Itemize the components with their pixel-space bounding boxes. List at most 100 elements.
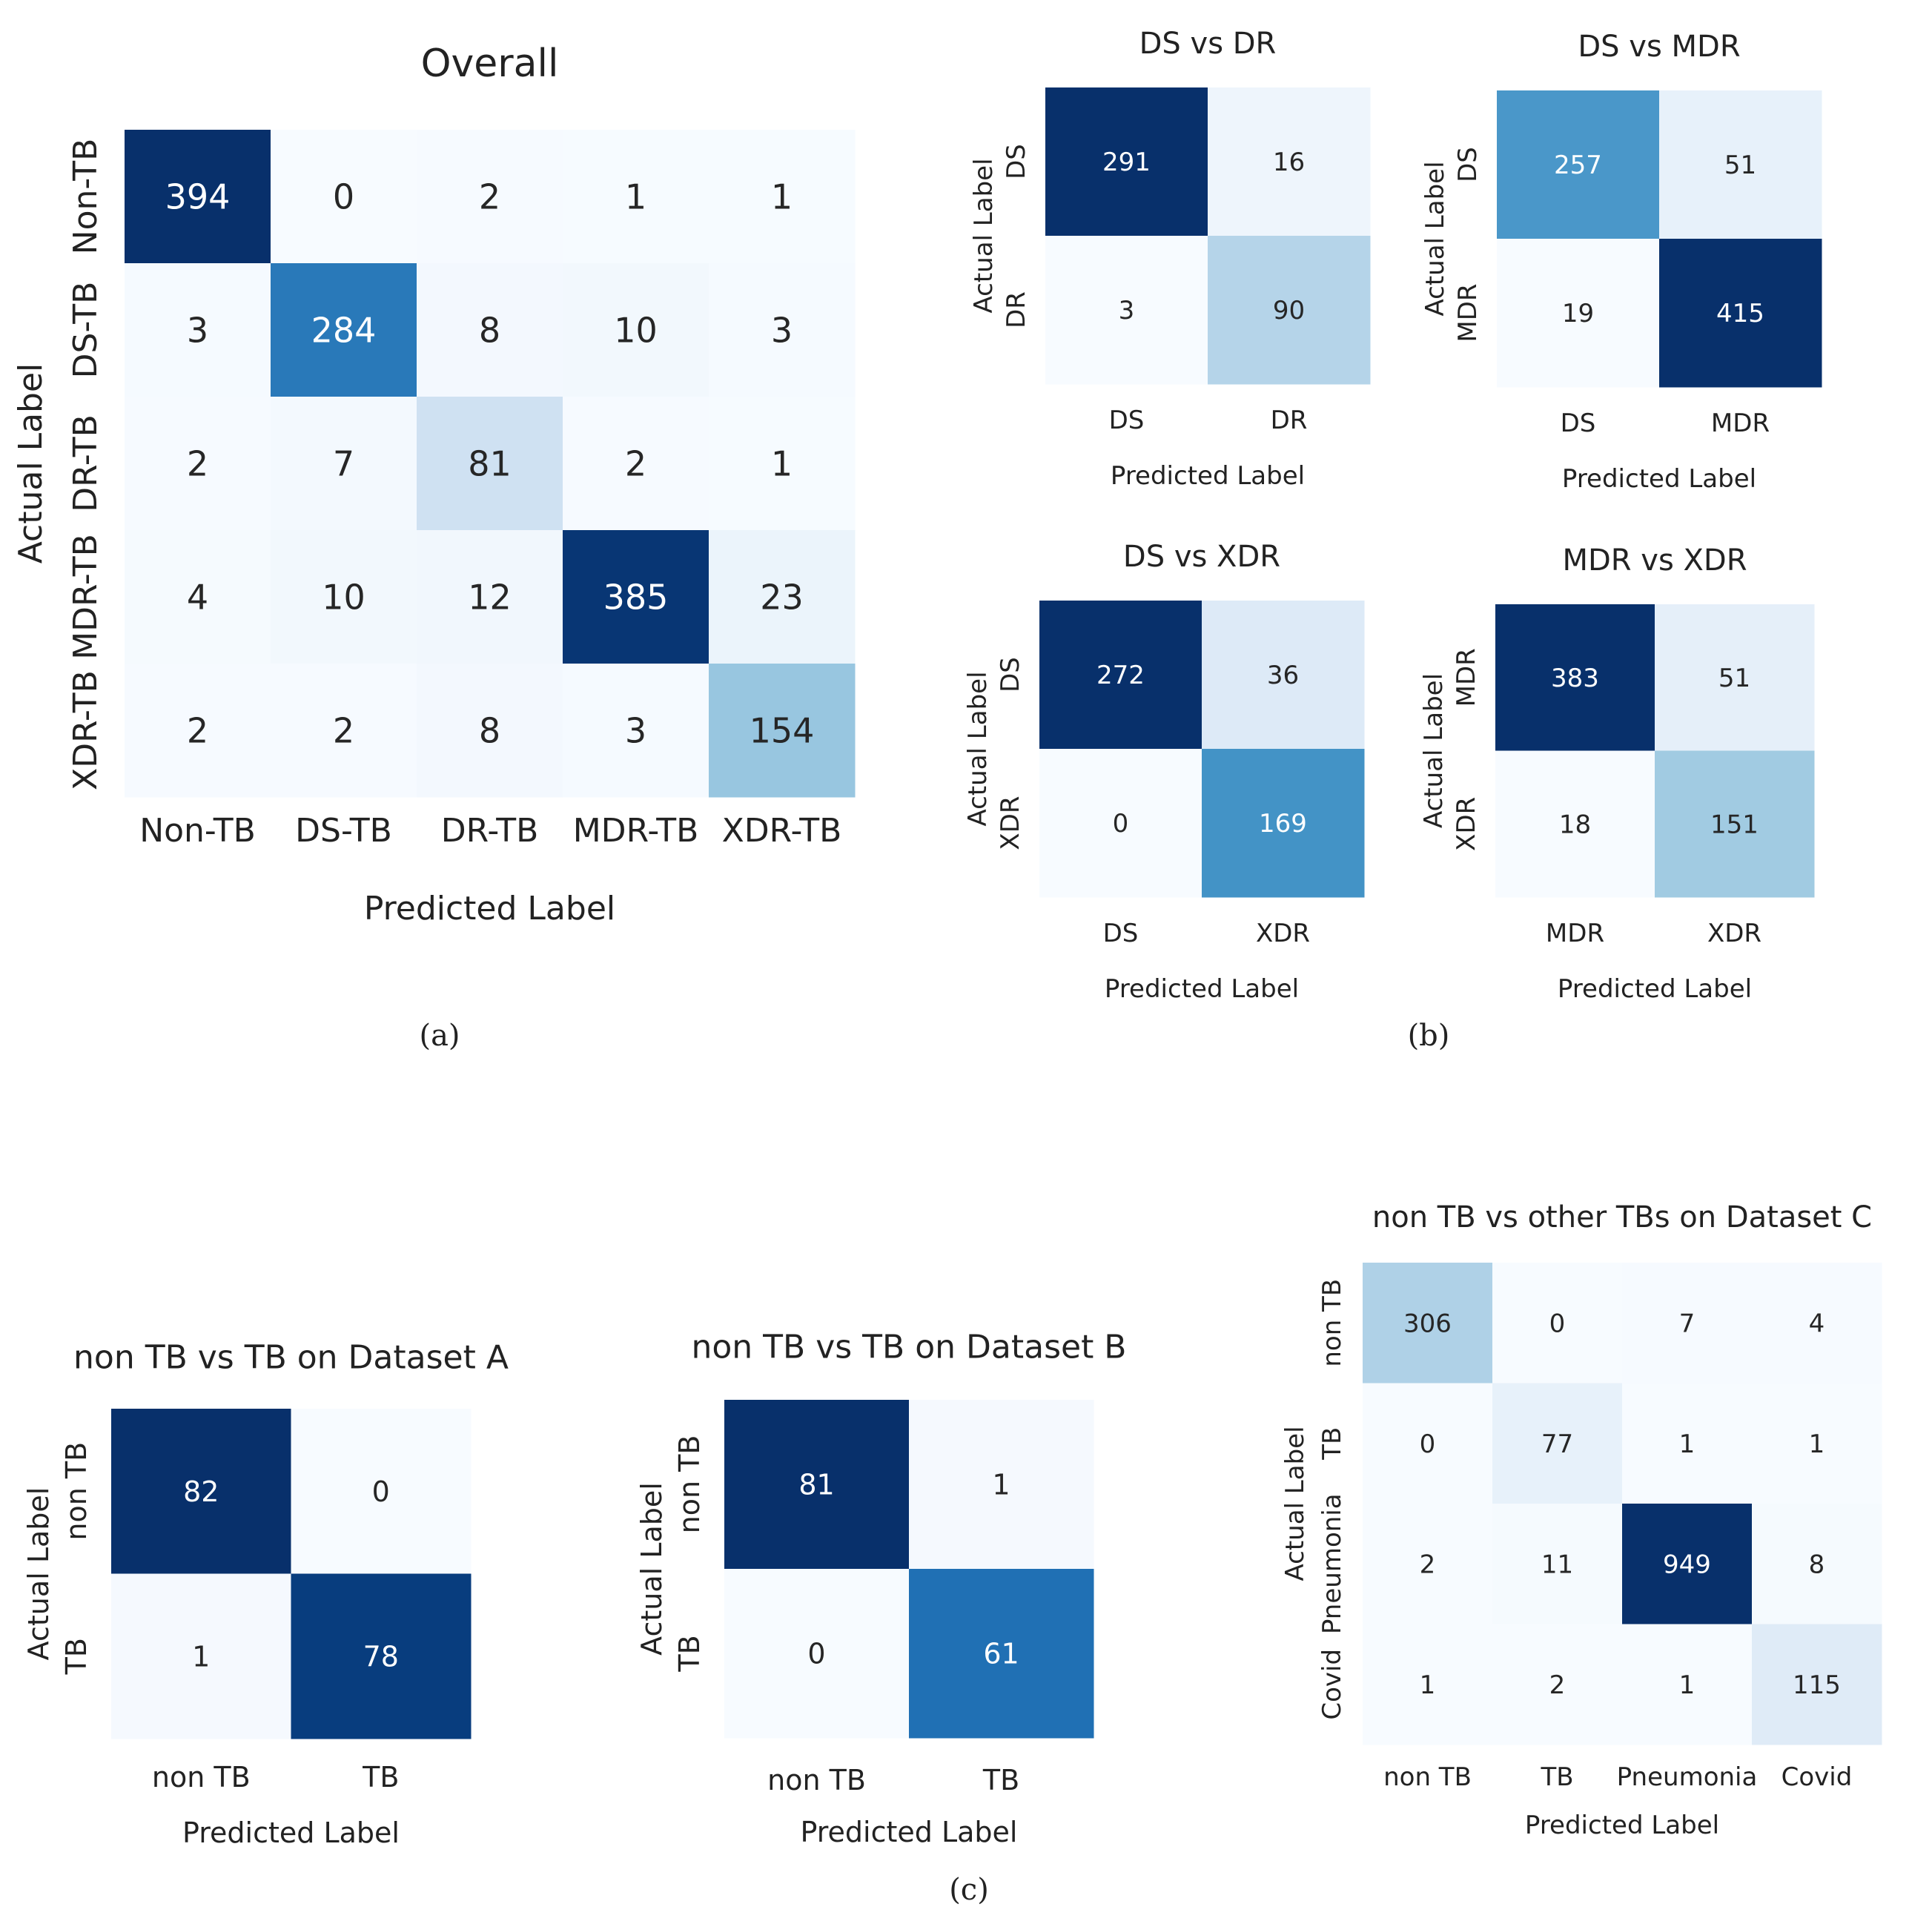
heatmap-cell	[1622, 1263, 1753, 1384]
x-tick-label: MDR	[1711, 409, 1770, 438]
x-tick-label: DR	[1271, 406, 1308, 435]
heatmap-cell	[1752, 1504, 1882, 1624]
cell-value-label: 19	[1562, 299, 1594, 328]
heatmap-cell	[1208, 87, 1371, 237]
x-tick-label: non TB	[152, 1761, 251, 1794]
x-tick-label: Covid	[1782, 1762, 1853, 1792]
cell-value-label: 51	[1718, 664, 1750, 693]
heatmap-dataset-c: non TB vs other TBs on Dataset C 306 0 7 4 0 7…	[1280, 1200, 1882, 1840]
cell-value-label: 1	[1809, 1429, 1825, 1459]
panel-label-c: (c)	[949, 1873, 989, 1907]
cell-value-label: 61	[983, 1638, 1019, 1670]
y-axis-label: Actual Label	[1280, 1426, 1310, 1581]
heatmap-cell	[291, 1409, 472, 1574]
y-tick-label: non TB	[1317, 1279, 1347, 1367]
y-tick-label: XDR-TB	[67, 670, 105, 790]
heatmap-cell	[1202, 601, 1365, 750]
y-tick-label: non TB	[60, 1442, 93, 1541]
cell-value-label: 154	[750, 711, 815, 751]
cell-value-label: 0	[1420, 1429, 1436, 1459]
heatmap-cell	[1659, 239, 1822, 388]
heatmap-cell	[1655, 750, 1815, 898]
chart-title: DS vs DR	[1139, 27, 1277, 61]
heatmap-cell	[271, 530, 417, 664]
panel-label-a: (a)	[419, 1019, 460, 1053]
cell-value-label: 10	[322, 578, 365, 618]
cell-value-label: 7	[1679, 1309, 1696, 1338]
cell-value-label: 12	[468, 578, 512, 618]
cell-value-label: 8	[479, 311, 500, 351]
heatmap-cell	[1495, 750, 1655, 898]
cell-value-label: 3	[1119, 296, 1135, 325]
y-axis-label: Actual Label	[12, 363, 50, 564]
y-tick-label: TB	[673, 1635, 706, 1672]
cell-value-label: 291	[1102, 148, 1151, 177]
heatmap-cell	[1622, 1504, 1753, 1624]
x-axis-label: Predicted Label	[182, 1816, 400, 1849]
heatmap-cell	[1752, 1624, 1882, 1745]
x-axis-label: Predicted Label	[1562, 464, 1756, 494]
cell-value-label: 36	[1267, 661, 1299, 690]
y-tick-label: XDR	[1452, 797, 1481, 851]
heatmap-ds-vs-mdr: DS vs MDR 257 51 19 415 DS MDR DS MDR Predicted L…	[1420, 30, 1822, 494]
cell-value-label: 4	[187, 578, 208, 618]
heatmap-cell	[724, 1569, 910, 1739]
x-axis-label: Predicted Label	[1111, 461, 1305, 491]
cell-value-label: 306	[1403, 1309, 1452, 1338]
cell-value-label: 272	[1096, 661, 1145, 690]
heatmap-cell	[1363, 1263, 1493, 1384]
y-axis-label: Actual Label	[635, 1482, 668, 1656]
heatmap-cell	[563, 530, 709, 664]
chart-title: non TB vs TB on Dataset B	[692, 1328, 1127, 1366]
heatmap-cell	[1039, 601, 1202, 750]
heatmap-cell	[125, 130, 271, 264]
heatmap-cell	[1497, 239, 1660, 388]
cell-value-label: 81	[468, 444, 512, 484]
cell-value-label: 2	[333, 711, 354, 751]
cell-value-label: 51	[1724, 151, 1756, 180]
heatmap-cell	[271, 664, 417, 798]
heatmap-ds-vs-dr: DS vs DR 291 16 3 90 DS DR DS DR Predicted Label A…	[969, 27, 1371, 491]
y-axis-label: Actual Label	[1419, 673, 1449, 828]
y-tick-label: MDR	[1452, 648, 1481, 707]
cell-value-label: 949	[1663, 1550, 1711, 1579]
heatmap-mdr-vs-xdr: MDR vs XDR 383 51 18 151 MDR XDR MDR XDR Predicte…	[1419, 543, 1815, 1004]
heatmap-cell	[271, 397, 417, 531]
cell-value-label: 0	[1113, 809, 1129, 839]
y-tick-label: Covid	[1317, 1649, 1347, 1720]
cell-value-label: 0	[1549, 1309, 1566, 1338]
cell-value-label: 1	[1679, 1670, 1696, 1700]
heatmap-cell	[417, 664, 563, 798]
x-tick-label: Non-TB	[139, 812, 256, 850]
cell-value-label: 2	[1549, 1670, 1566, 1700]
heatmap-cell	[417, 263, 563, 397]
x-tick-label: DR-TB	[441, 812, 539, 850]
x-tick-label: TB	[362, 1761, 399, 1794]
cell-value-label: 82	[183, 1475, 219, 1508]
cell-value-label: 3	[625, 711, 646, 751]
y-tick-label: Pneumonia	[1317, 1493, 1347, 1634]
y-tick-label: MDR	[1453, 283, 1483, 342]
heatmap-cell	[1208, 236, 1371, 385]
heatmap-cell	[709, 130, 856, 264]
chart-title: DS vs XDR	[1123, 540, 1280, 574]
y-tick-label: MDR-TB	[67, 534, 105, 660]
heatmap-cell	[125, 397, 271, 531]
heatmap-cell	[1659, 90, 1822, 239]
cell-value-label: 10	[614, 311, 658, 351]
x-tick-label: DS	[1561, 409, 1596, 438]
y-tick-label: DR	[1002, 291, 1031, 328]
y-tick-label: non TB	[673, 1435, 706, 1534]
heatmap-cell	[1622, 1624, 1753, 1745]
chart-title: non TB vs TB on Dataset A	[73, 1338, 509, 1376]
heatmap-cell	[1492, 1383, 1623, 1504]
heatmap-cell	[563, 263, 709, 397]
heatmap-dataset-a: non TB vs TB on Dataset A 82 0 1 78 non TB TB n…	[22, 1338, 509, 1849]
y-axis-label: Actual Label	[22, 1487, 55, 1661]
heatmap-cell	[1045, 87, 1208, 237]
cell-value-label: 4	[1809, 1309, 1825, 1338]
cell-value-label: 0	[333, 177, 354, 217]
heatmap-cell	[271, 263, 417, 397]
cell-value-label: 8	[479, 711, 500, 751]
heatmap-cell	[125, 263, 271, 397]
